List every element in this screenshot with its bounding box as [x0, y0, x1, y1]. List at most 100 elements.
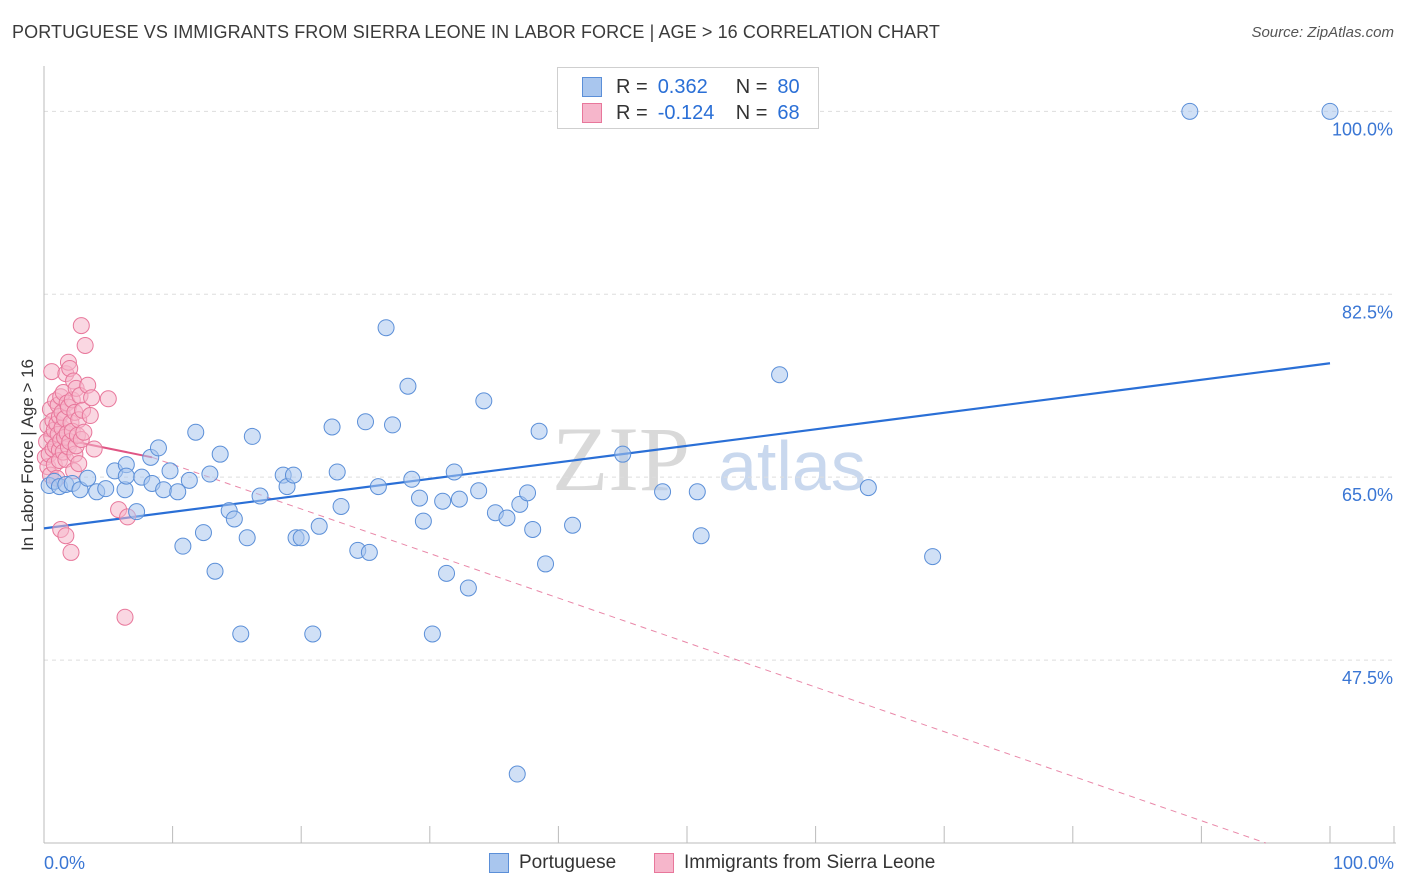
data-point-sierra-leone — [62, 543, 80, 561]
y-tick-label: 82.5% — [1342, 302, 1393, 322]
data-point-portuguese — [445, 463, 463, 481]
legend-n-value: 80 — [777, 75, 800, 98]
data-point-portuguese — [459, 579, 477, 597]
y-axis-title: In Labor Force | Age > 16 — [18, 358, 37, 552]
series-legend-label: Portuguese — [519, 852, 617, 873]
data-point-portuguese — [692, 527, 710, 545]
series-legend-swatch-blue — [489, 853, 509, 873]
data-point-sierra-leone — [76, 336, 94, 354]
data-point-portuguese — [284, 466, 302, 484]
data-point-portuguese — [155, 481, 173, 499]
data-point-portuguese — [450, 490, 468, 508]
legend-swatch-pink — [582, 103, 602, 123]
data-point-portuguese — [360, 543, 378, 561]
data-point-sierra-leone — [43, 363, 61, 381]
grid-lines — [44, 110, 1396, 661]
series-legend-sierra-leone: Immigrants from Sierra Leone — [654, 852, 935, 874]
data-point-portuguese — [357, 413, 374, 431]
data-point-portuguese — [251, 487, 269, 505]
data-point-portuguese — [161, 462, 179, 480]
data-point-portuguese — [117, 467, 135, 485]
data-point-portuguese — [470, 482, 488, 500]
data-point-portuguese — [194, 524, 212, 542]
data-point-sierra-leone — [85, 440, 103, 458]
data-point-portuguese — [530, 422, 548, 440]
legend-n-label: N = — [735, 75, 768, 98]
data-point-portuguese — [423, 625, 441, 643]
data-point-portuguese — [434, 492, 452, 510]
data-point-portuguese — [475, 392, 493, 410]
series-legend: Portuguese Immigrants from Sierra Leone — [0, 852, 1406, 878]
data-point-portuguese — [414, 512, 432, 530]
data-point-portuguese — [128, 503, 146, 521]
data-point-portuguese — [1181, 102, 1199, 120]
data-point-portuguese — [211, 445, 229, 463]
watermark-atlas: atlas — [718, 427, 866, 505]
y-tick-label: 65.0% — [1342, 485, 1393, 505]
data-point-sierra-leone — [72, 317, 90, 335]
data-point-portuguese — [411, 489, 429, 507]
data-point-portuguese — [537, 555, 555, 573]
data-point-portuguese — [332, 497, 350, 515]
legend-swatch-blue — [582, 77, 602, 97]
data-point-portuguese — [519, 484, 537, 502]
data-point-portuguese — [403, 470, 421, 488]
x-tick-labels: 0.0% 100.0% — [44, 853, 1394, 873]
data-point-sierra-leone — [81, 407, 99, 425]
data-point-portuguese — [169, 483, 187, 501]
data-point-sierra-leone — [57, 527, 75, 545]
legend-n-label: N = — [735, 101, 768, 124]
data-point-portuguese — [924, 548, 942, 566]
data-point-portuguese — [292, 529, 310, 547]
x-tick-label-min: 0.0% — [44, 853, 85, 873]
data-point-portuguese — [377, 319, 395, 337]
data-point-portuguese — [564, 516, 582, 534]
data-point-portuguese — [438, 564, 456, 582]
chart-title: PORTUGUESE VS IMMIGRANTS FROM SIERRA LEO… — [12, 22, 940, 42]
data-point-sierra-leone — [99, 390, 117, 408]
data-point-portuguese — [238, 529, 256, 547]
data-point-sierra-leone — [83, 389, 101, 407]
data-point-portuguese — [174, 537, 192, 555]
data-point-portuguese — [328, 463, 346, 481]
data-point-portuguese — [201, 465, 219, 483]
data-point-portuguese — [243, 427, 261, 445]
data-point-portuguese — [149, 439, 167, 457]
data-point-portuguese — [384, 416, 402, 434]
data-point-portuguese — [688, 483, 706, 501]
data-point-portuguese — [1321, 102, 1339, 120]
data-point-sierra-leone — [116, 608, 134, 626]
data-point-portuguese — [79, 469, 97, 487]
data-point-portuguese — [614, 445, 632, 463]
legend-r-label: R = — [616, 75, 648, 98]
data-point-portuguese — [369, 478, 387, 496]
series-legend-label: Immigrants from Sierra Leone — [684, 852, 936, 873]
data-point-portuguese — [310, 517, 328, 535]
legend-n-value: 68 — [777, 101, 800, 124]
data-point-portuguese — [498, 509, 516, 527]
legend-row-portuguese: R = 0.362 N = 80 — [582, 75, 800, 99]
series-portuguese — [40, 102, 1339, 783]
x-tick-label-max: 100.0% — [1333, 853, 1394, 873]
trend-line-sierra-leone-extended — [151, 456, 1266, 844]
data-point-portuguese — [323, 418, 341, 436]
data-point-portuguese — [508, 765, 526, 783]
y-tick-label: 47.5% — [1342, 668, 1393, 688]
data-point-portuguese — [180, 471, 198, 489]
legend-r-value: -0.124 — [657, 101, 715, 124]
data-point-portuguese — [399, 377, 417, 395]
y-tick-label: 100.0% — [1332, 119, 1393, 139]
data-point-portuguese — [97, 480, 115, 498]
legend-r-value: 0.362 — [657, 75, 708, 98]
series-sierra-leone — [36, 317, 137, 626]
y-tick-labels: 47.5% 65.0% 82.5% 100.0% — [1332, 119, 1393, 688]
data-point-portuguese — [232, 625, 250, 643]
legend-row-sierra-leone: R = -0.124 N = 68 — [582, 101, 800, 125]
data-point-portuguese — [771, 366, 789, 384]
data-point-portuguese — [654, 483, 672, 501]
data-point-portuguese — [859, 479, 877, 497]
correlation-legend: R = 0.362 N = 80 R = -0.124 N = 68 — [557, 67, 819, 129]
series-legend-portuguese: Portuguese — [489, 852, 616, 874]
source-label: Source: ZipAtlas.com — [1251, 24, 1394, 41]
